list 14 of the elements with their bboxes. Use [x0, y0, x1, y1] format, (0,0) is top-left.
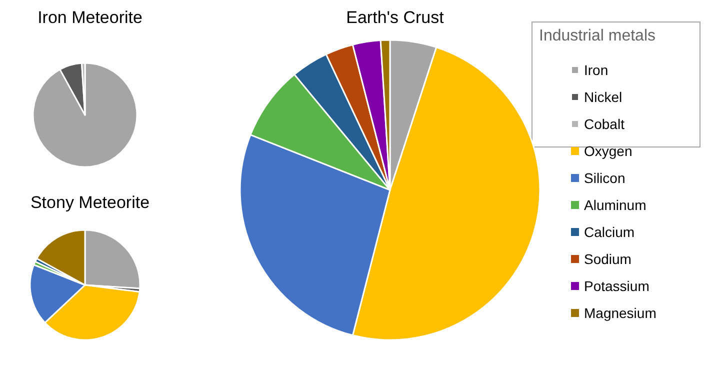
legend-label: Iron	[584, 62, 608, 78]
slice-label: Earth's Crust	[346, 8, 444, 27]
legend-title: Industrial metals	[539, 28, 656, 44]
legend-label: Nickel	[584, 89, 622, 105]
legend-label: Aluminum	[584, 197, 646, 213]
legend-label: Cobalt	[584, 116, 625, 132]
legend-label: Calcium	[584, 224, 635, 240]
legend-label: Silicon	[584, 170, 626, 186]
legend-label: Magnesium	[584, 305, 656, 321]
legend-label: Sodium	[584, 251, 632, 267]
legend-label: Oxygen	[584, 143, 632, 159]
slice-label: Stony Meteorite	[30, 193, 150, 212]
slice-label: Iron Meteorite	[38, 8, 142, 27]
legend-label: Potassium	[584, 278, 650, 294]
